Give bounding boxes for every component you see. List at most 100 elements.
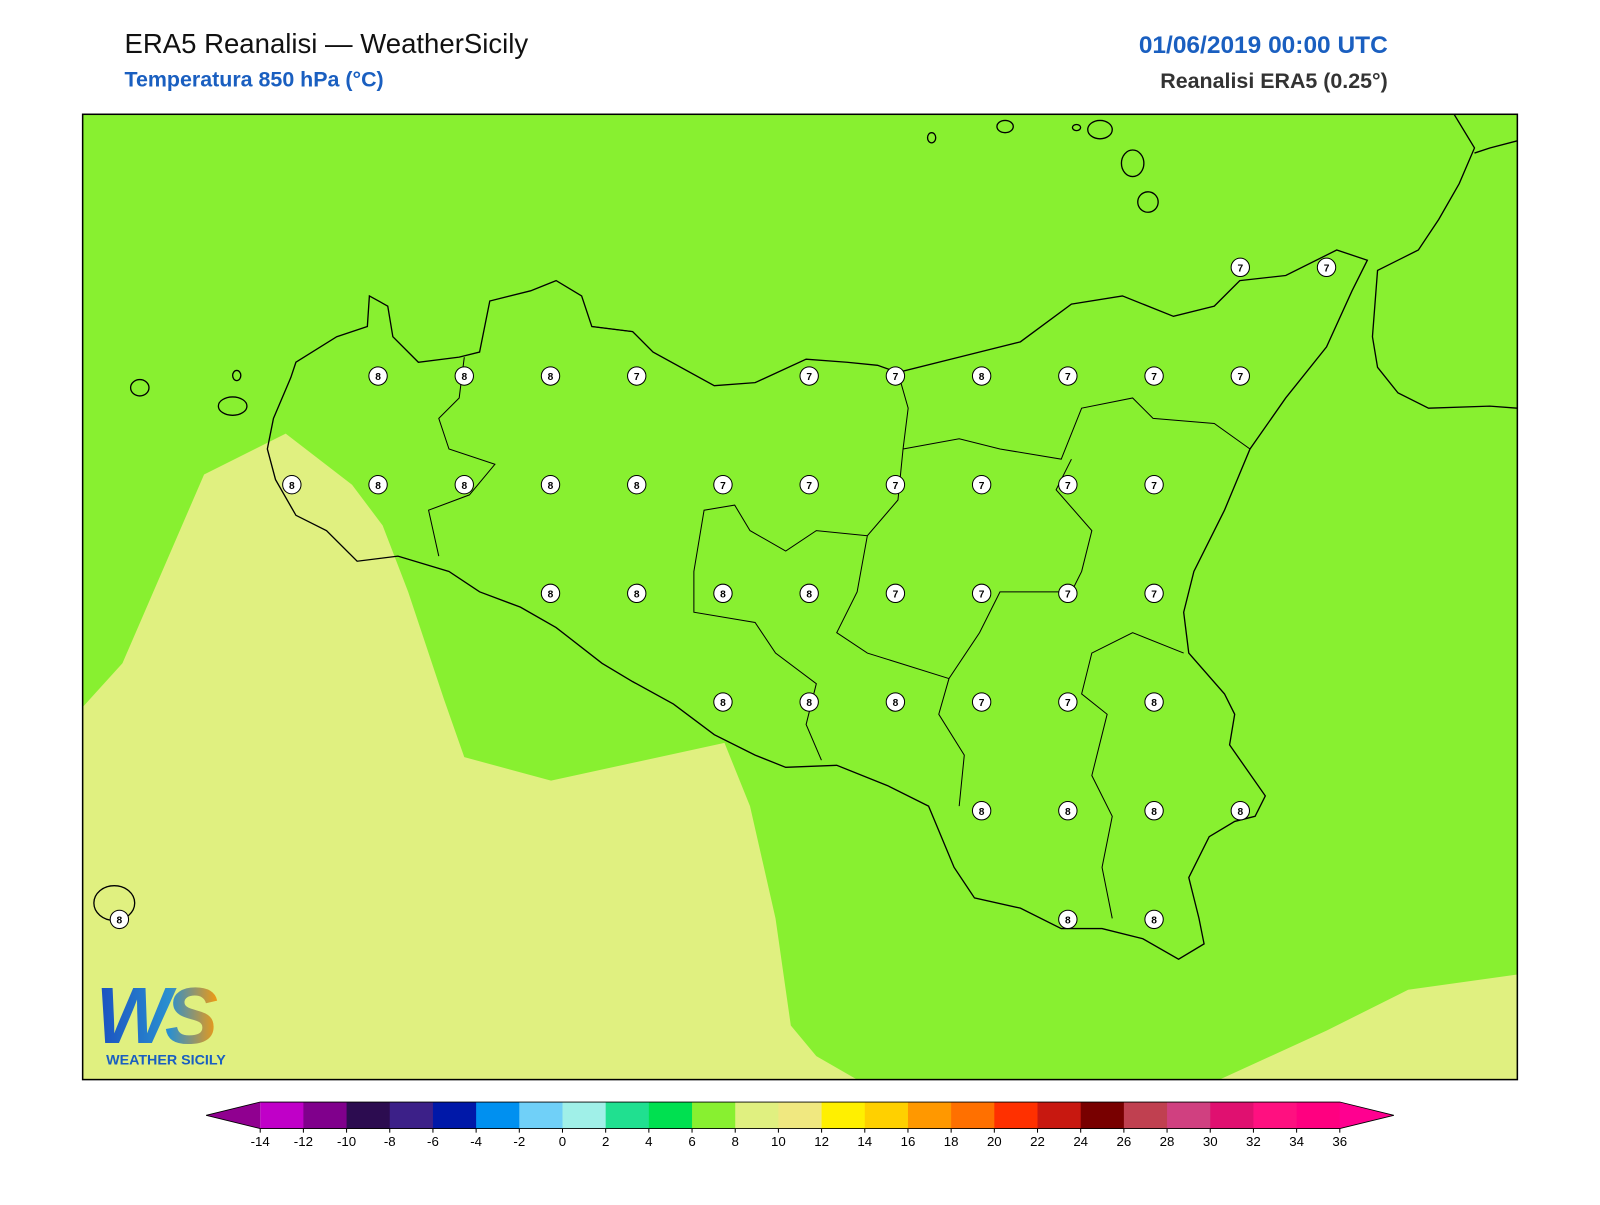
station-marker [368,366,388,386]
station-marker [971,475,992,495]
station-marker [1144,475,1164,495]
station-marker [799,583,819,604]
station-value: 8 [1237,807,1243,818]
station-marker [885,583,906,604]
colorbar-bin [864,1102,909,1129]
station-marker [799,692,819,712]
station-marker [1144,692,1164,712]
colorbar-bin [1123,1102,1168,1129]
station-value: 8 [548,372,554,383]
source: Reanalisi ERA5 (0.25°) [1160,69,1387,93]
station-value: 7 [979,481,985,492]
colorbar-bin [1253,1102,1298,1129]
station-marker [368,475,388,495]
colorbar-tick-label: 8 [732,1134,739,1149]
station-value: 8 [1065,915,1071,926]
colorbar-tick-label: -4 [470,1134,482,1149]
station-marker [627,366,647,386]
station-marker [799,366,819,386]
colorbar-tick-label: -14 [251,1134,270,1149]
colorbar-bin [1167,1102,1211,1129]
station-value: 8 [979,807,985,818]
station-marker [540,366,561,386]
colorbar-tick-label: 12 [814,1134,829,1149]
colorbar-bin [951,1102,995,1129]
island [1071,123,1082,132]
station-marker [971,801,992,821]
station-marker [282,475,302,495]
colorbar-tick-label: 4 [645,1134,652,1149]
station-value: 7 [1151,589,1157,600]
island [129,378,150,397]
station-marker [1144,366,1164,386]
field-yellow [82,433,858,1080]
station-marker [799,475,819,495]
colorbar-bin [562,1102,607,1129]
station-marker [1058,475,1078,495]
colorbar-tick-label: 24 [1073,1134,1088,1149]
colorbar-bin [303,1102,348,1129]
station-marker [713,475,733,495]
station-value: 7 [1065,698,1071,709]
station-marker [1230,257,1250,278]
colorbar-tick-label: 32 [1246,1134,1261,1149]
station-value: 8 [720,698,726,709]
station-marker [627,475,647,495]
station-marker [1144,801,1164,821]
station-value: 7 [1151,372,1157,383]
colorbar-tick-label: 28 [1160,1134,1175,1149]
station-value: 7 [806,481,812,492]
station-value: 7 [1324,263,1330,274]
subtitle: Temperatura 850 hPa (°C) [124,68,383,92]
station-value: 7 [893,589,899,600]
station-value: 7 [979,589,985,600]
station-marker [1058,692,1078,712]
colorbar-tick-label: -10 [337,1134,356,1149]
station-marker [540,475,561,495]
logo: WS WEATHER SICILY [96,971,226,1068]
colorbar-tick-label: 16 [901,1134,916,1149]
colorbar-tick-label: -8 [384,1134,396,1149]
colorbar-bin [605,1102,650,1129]
station-marker [454,366,474,386]
station-value: 7 [893,372,899,383]
station-value: 7 [1237,263,1243,274]
colorbar-tick-label: 18 [944,1134,959,1149]
station-marker [971,366,992,386]
station-marker [885,475,906,495]
map: 7 7 8 8 8 7 7 7 8 7 7 7 8 8 8 8 8 7 7 7 7 7 7 8 8 8 8 7 7 7 7 8 8 8 7 7 8 8 8 8… [81,113,1519,1081]
station-marker [1058,909,1078,930]
station-value: 7 [893,481,899,492]
colorbar-tick-label: 6 [688,1134,695,1149]
station-value: 8 [1151,698,1157,709]
station-marker [1144,583,1164,604]
station-marker [109,909,130,930]
station-marker [1144,909,1164,930]
station-marker [454,475,474,495]
colorbar-extend [206,1102,261,1129]
station-value: 8 [720,589,726,600]
colorbar-tick-label: 36 [1332,1134,1347,1149]
colorbar-bin [994,1102,1039,1129]
station-value: 7 [1151,481,1157,492]
station-value: 8 [634,589,640,600]
colorbar-bin [346,1102,391,1129]
colorbar-bin [692,1102,736,1129]
colorbar-bin [1037,1102,1082,1129]
station-value: 8 [806,698,812,709]
colorbar-tick-label: -6 [427,1134,439,1149]
map-frame [81,113,1519,1081]
station-value: 7 [634,372,640,383]
station-marker [971,583,992,604]
province-border [427,326,1251,919]
colorbar-bin [907,1102,952,1129]
station-marker [1058,801,1078,821]
coastline [266,249,1369,960]
station-marker [971,692,992,712]
colorbar-bin [821,1102,866,1129]
colorbar-bin [519,1102,563,1129]
colorbar-tick-label: -2 [513,1134,525,1149]
datetime: 01/06/2019 00:00 UTC [1139,32,1388,59]
station-value: 7 [1065,589,1071,600]
